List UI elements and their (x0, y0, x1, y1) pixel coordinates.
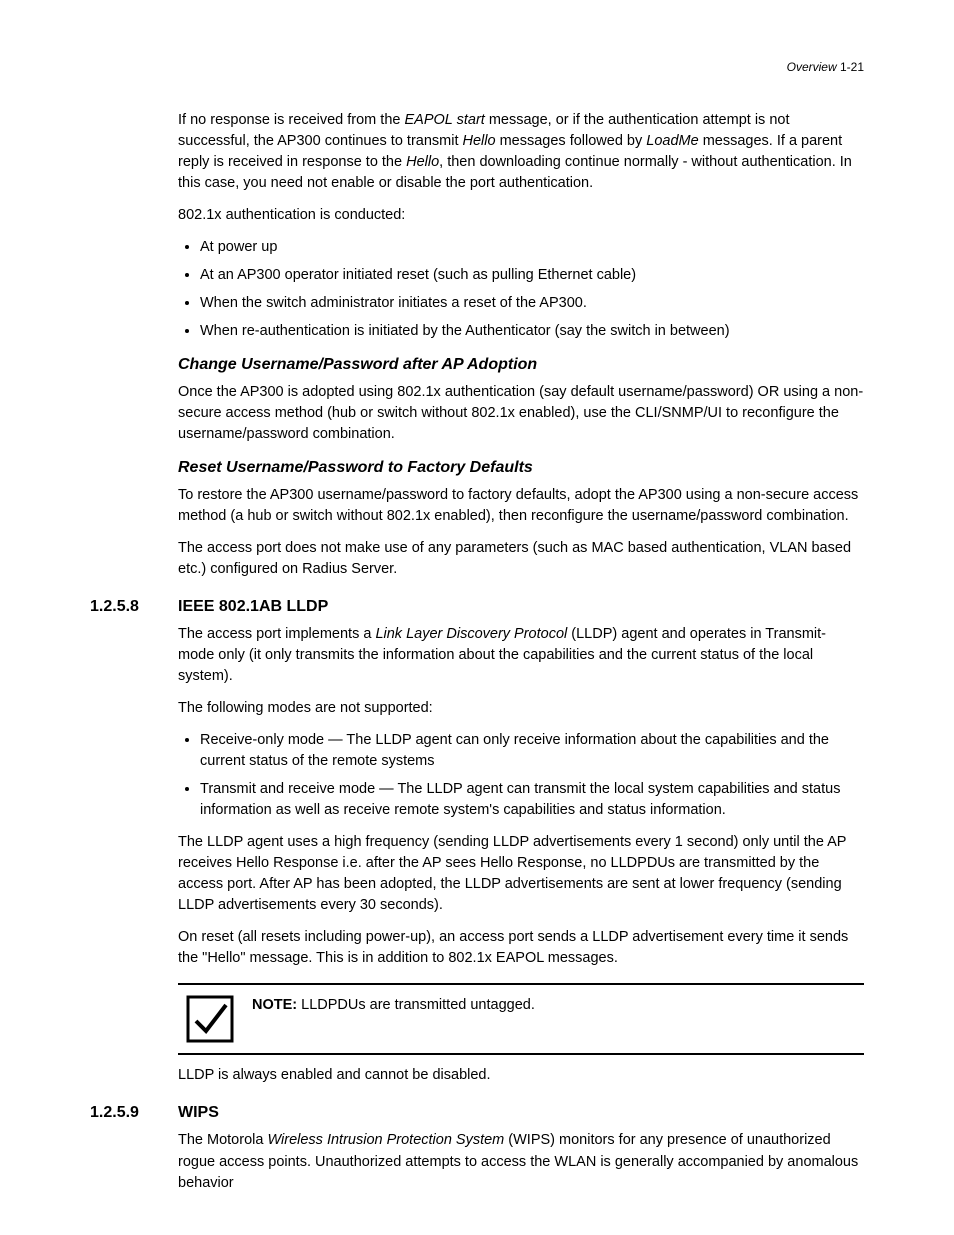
lldp-bullet-list: Receive-only mode — The LLDP agent can o… (178, 730, 864, 821)
intro-bullet-list: At power up At an AP300 operator initiat… (178, 237, 864, 342)
section-wips-body: The Motorola Wireless Intrusion Protecti… (178, 1130, 864, 1193)
text-italic: EAPOL start (404, 112, 484, 128)
reset-up-paragraph-2: The access port does not make use of any… (178, 538, 864, 580)
intro-block: If no response is received from the EAPO… (178, 110, 864, 580)
header-chapter: Overview (787, 60, 837, 74)
intro-paragraph-1: If no response is received from the EAPO… (178, 110, 864, 194)
text-italic: Link Layer Discovery Protocol (375, 626, 567, 642)
header-page-number: 1-21 (840, 60, 864, 74)
text: The access port implements a (178, 626, 375, 642)
section-lldp-body: The access port implements a Link Layer … (178, 624, 864, 1086)
list-item: When re-authentication is initiated by t… (200, 321, 864, 342)
text-italic: Hello (406, 154, 439, 170)
note-text: NOTE: LLDPDUs are transmitted untagged. (252, 995, 864, 1016)
page: Overview 1-21 If no response is received… (0, 0, 954, 1235)
text: If no response is received from the (178, 112, 404, 128)
lldp-paragraph-2: The following modes are not supported: (178, 698, 864, 719)
note-label: NOTE: (252, 997, 297, 1013)
wips-paragraph-1: The Motorola Wireless Intrusion Protecti… (178, 1130, 864, 1193)
section-heading-wips: 1.2.5.9 WIPS (90, 1104, 864, 1122)
list-item: At an AP300 operator initiated reset (su… (200, 265, 864, 286)
running-header: Overview 1-21 (90, 60, 864, 74)
checkmark-icon (186, 995, 234, 1043)
lldp-paragraph-5: LLDP is always enabled and cannot be dis… (178, 1065, 864, 1086)
reset-up-paragraph-1: To restore the AP300 username/password t… (178, 485, 864, 527)
text: messages followed by (496, 133, 647, 149)
subheading-change-up: Change Username/Password after AP Adopti… (178, 356, 864, 374)
lldp-paragraph-4: On reset (all resets including power-up)… (178, 927, 864, 969)
section-heading-lldp: 1.2.5.8 IEEE 802.1AB LLDP (90, 598, 864, 616)
text-italic: Hello (463, 133, 496, 149)
list-item: Transmit and receive mode — The LLDP age… (200, 779, 864, 821)
change-up-paragraph: Once the AP300 is adopted using 802.1x a… (178, 382, 864, 445)
subheading-reset-up: Reset Username/Password to Factory Defau… (178, 459, 864, 477)
list-item: Receive-only mode — The LLDP agent can o… (200, 730, 864, 772)
lldp-paragraph-3: The LLDP agent uses a high frequency (se… (178, 832, 864, 916)
lldp-paragraph-1: The access port implements a Link Layer … (178, 624, 864, 687)
list-item: At power up (200, 237, 864, 258)
section-number: 1.2.5.8 (90, 598, 178, 616)
note-body: LLDPDUs are transmitted untagged. (297, 997, 535, 1013)
list-item: When the switch administrator initiates … (200, 293, 864, 314)
section-number: 1.2.5.9 (90, 1104, 178, 1122)
text-italic: LoadMe (646, 133, 698, 149)
section-title: WIPS (178, 1104, 219, 1122)
section-title: IEEE 802.1AB LLDP (178, 598, 328, 616)
text-italic: Wireless Intrusion Protection System (267, 1132, 504, 1148)
text: The Motorola (178, 1132, 267, 1148)
note-block: NOTE: LLDPDUs are transmitted untagged. (178, 983, 864, 1055)
intro-paragraph-2: 802.1x authentication is conducted: (178, 205, 864, 226)
